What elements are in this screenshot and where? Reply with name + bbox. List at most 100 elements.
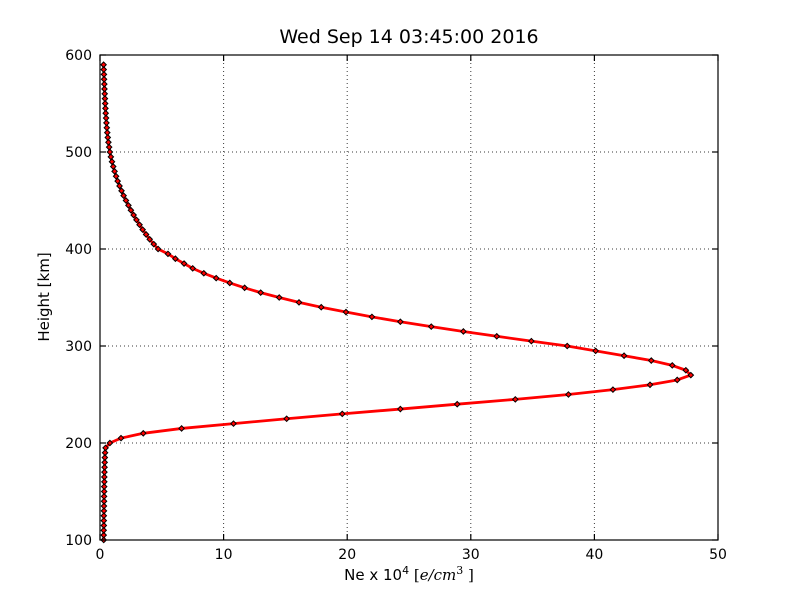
data-marker: [493, 332, 501, 340]
data-marker: [100, 517, 108, 525]
data-marker: [130, 211, 138, 219]
x-axis-label-part: e/cm: [419, 566, 457, 584]
data-marker: [120, 192, 128, 200]
data-marker: [101, 449, 109, 457]
data-marker: [118, 187, 125, 195]
data-marker: [527, 337, 535, 345]
data-marker: [100, 478, 108, 486]
x-axis-label-part: ]: [463, 566, 474, 584]
x-tick-label: 50: [709, 547, 727, 563]
data-marker: [100, 502, 108, 510]
x-tick-label: 10: [215, 547, 233, 563]
data-marker: [396, 405, 404, 413]
data-marker: [136, 221, 143, 229]
data-marker: [682, 366, 690, 374]
data-marker: [114, 177, 122, 185]
data-marker: [101, 100, 109, 107]
data-marker: [200, 269, 208, 277]
data-marker: [609, 386, 617, 394]
data-marker: [317, 303, 325, 311]
data-marker: [396, 318, 404, 326]
data-marker: [101, 463, 108, 471]
data-marker: [106, 148, 114, 156]
x-tick-label: 30: [462, 547, 480, 563]
data-marker: [226, 279, 234, 287]
data-marker: [668, 361, 676, 369]
x-tick-label: 40: [585, 547, 603, 563]
data-marker: [687, 371, 695, 379]
data-marker: [592, 347, 600, 355]
data-marker: [453, 400, 461, 408]
data-marker: [620, 352, 628, 360]
data-marker: [154, 245, 162, 253]
data-marker: [100, 70, 108, 78]
data-marker: [180, 260, 188, 267]
data-marker: [105, 143, 113, 151]
data-marker: [112, 172, 120, 180]
data-marker: [563, 342, 571, 350]
data-marker: [100, 488, 108, 495]
data-marker: [103, 119, 110, 127]
y-tick-label: 400: [65, 242, 92, 258]
data-marker: [150, 240, 158, 248]
data-marker: [100, 66, 108, 73]
data-marker: [104, 138, 112, 146]
data-marker: [368, 313, 376, 321]
data-marker: [100, 497, 108, 505]
data-marker: [230, 420, 237, 428]
data-marker: [127, 206, 135, 214]
y-tick-label: 300: [65, 339, 92, 355]
data-marker: [241, 284, 249, 292]
x-tick-label: 20: [338, 547, 356, 563]
data-marker: [139, 226, 147, 234]
data-marker: [100, 483, 108, 491]
data-marker: [101, 90, 109, 98]
data-marker: [212, 274, 220, 282]
data-marker: [102, 114, 110, 122]
x-axis-label-part: 4: [402, 564, 410, 577]
data-marker: [646, 381, 654, 389]
y-tick-label: 200: [65, 436, 92, 452]
data-marker: [101, 95, 109, 103]
data-marker: [146, 235, 154, 243]
data-marker: [100, 522, 108, 529]
data-marker: [100, 512, 108, 520]
data-marker: [142, 231, 150, 238]
data-marker: [100, 492, 108, 500]
data-marker: [122, 197, 130, 204]
data-marker: [100, 473, 108, 481]
data-marker: [100, 531, 108, 539]
x-axis-label-part: 3: [456, 564, 464, 577]
y-tick-label: 600: [65, 48, 92, 64]
series-line: [102, 63, 693, 542]
data-marker: [338, 410, 346, 418]
chart-title: Wed Sep 14 03:45:00 2016: [279, 26, 539, 48]
data-marker: [100, 507, 108, 515]
data-marker: [257, 289, 265, 297]
data-marker: [101, 85, 108, 93]
data-marker: [283, 415, 291, 423]
x-axis-label-part: [: [409, 566, 420, 584]
data-marker: [295, 298, 303, 306]
data-marker: [171, 255, 179, 263]
data-marker: [102, 104, 109, 112]
y-tick-label: 100: [65, 533, 92, 549]
data-marker: [133, 216, 140, 224]
data-marker: [164, 250, 172, 258]
data-marker: [111, 167, 118, 175]
x-axis-label: Ne x 104 [e/cm3 ]: [100, 564, 718, 584]
data-marker: [100, 526, 108, 534]
data-marker: [178, 425, 185, 432]
data-marker: [106, 439, 114, 447]
data-marker: [104, 134, 112, 141]
data-marker: [275, 294, 283, 301]
data-marker: [139, 429, 147, 437]
data-marker: [673, 376, 681, 384]
x-axis-label-part: Ne x 10: [344, 566, 403, 584]
data-marker: [102, 109, 110, 117]
plot-frame: [99, 54, 719, 541]
data-marker: [511, 395, 519, 403]
data-marker: [427, 323, 435, 331]
data-marker: [101, 454, 109, 461]
